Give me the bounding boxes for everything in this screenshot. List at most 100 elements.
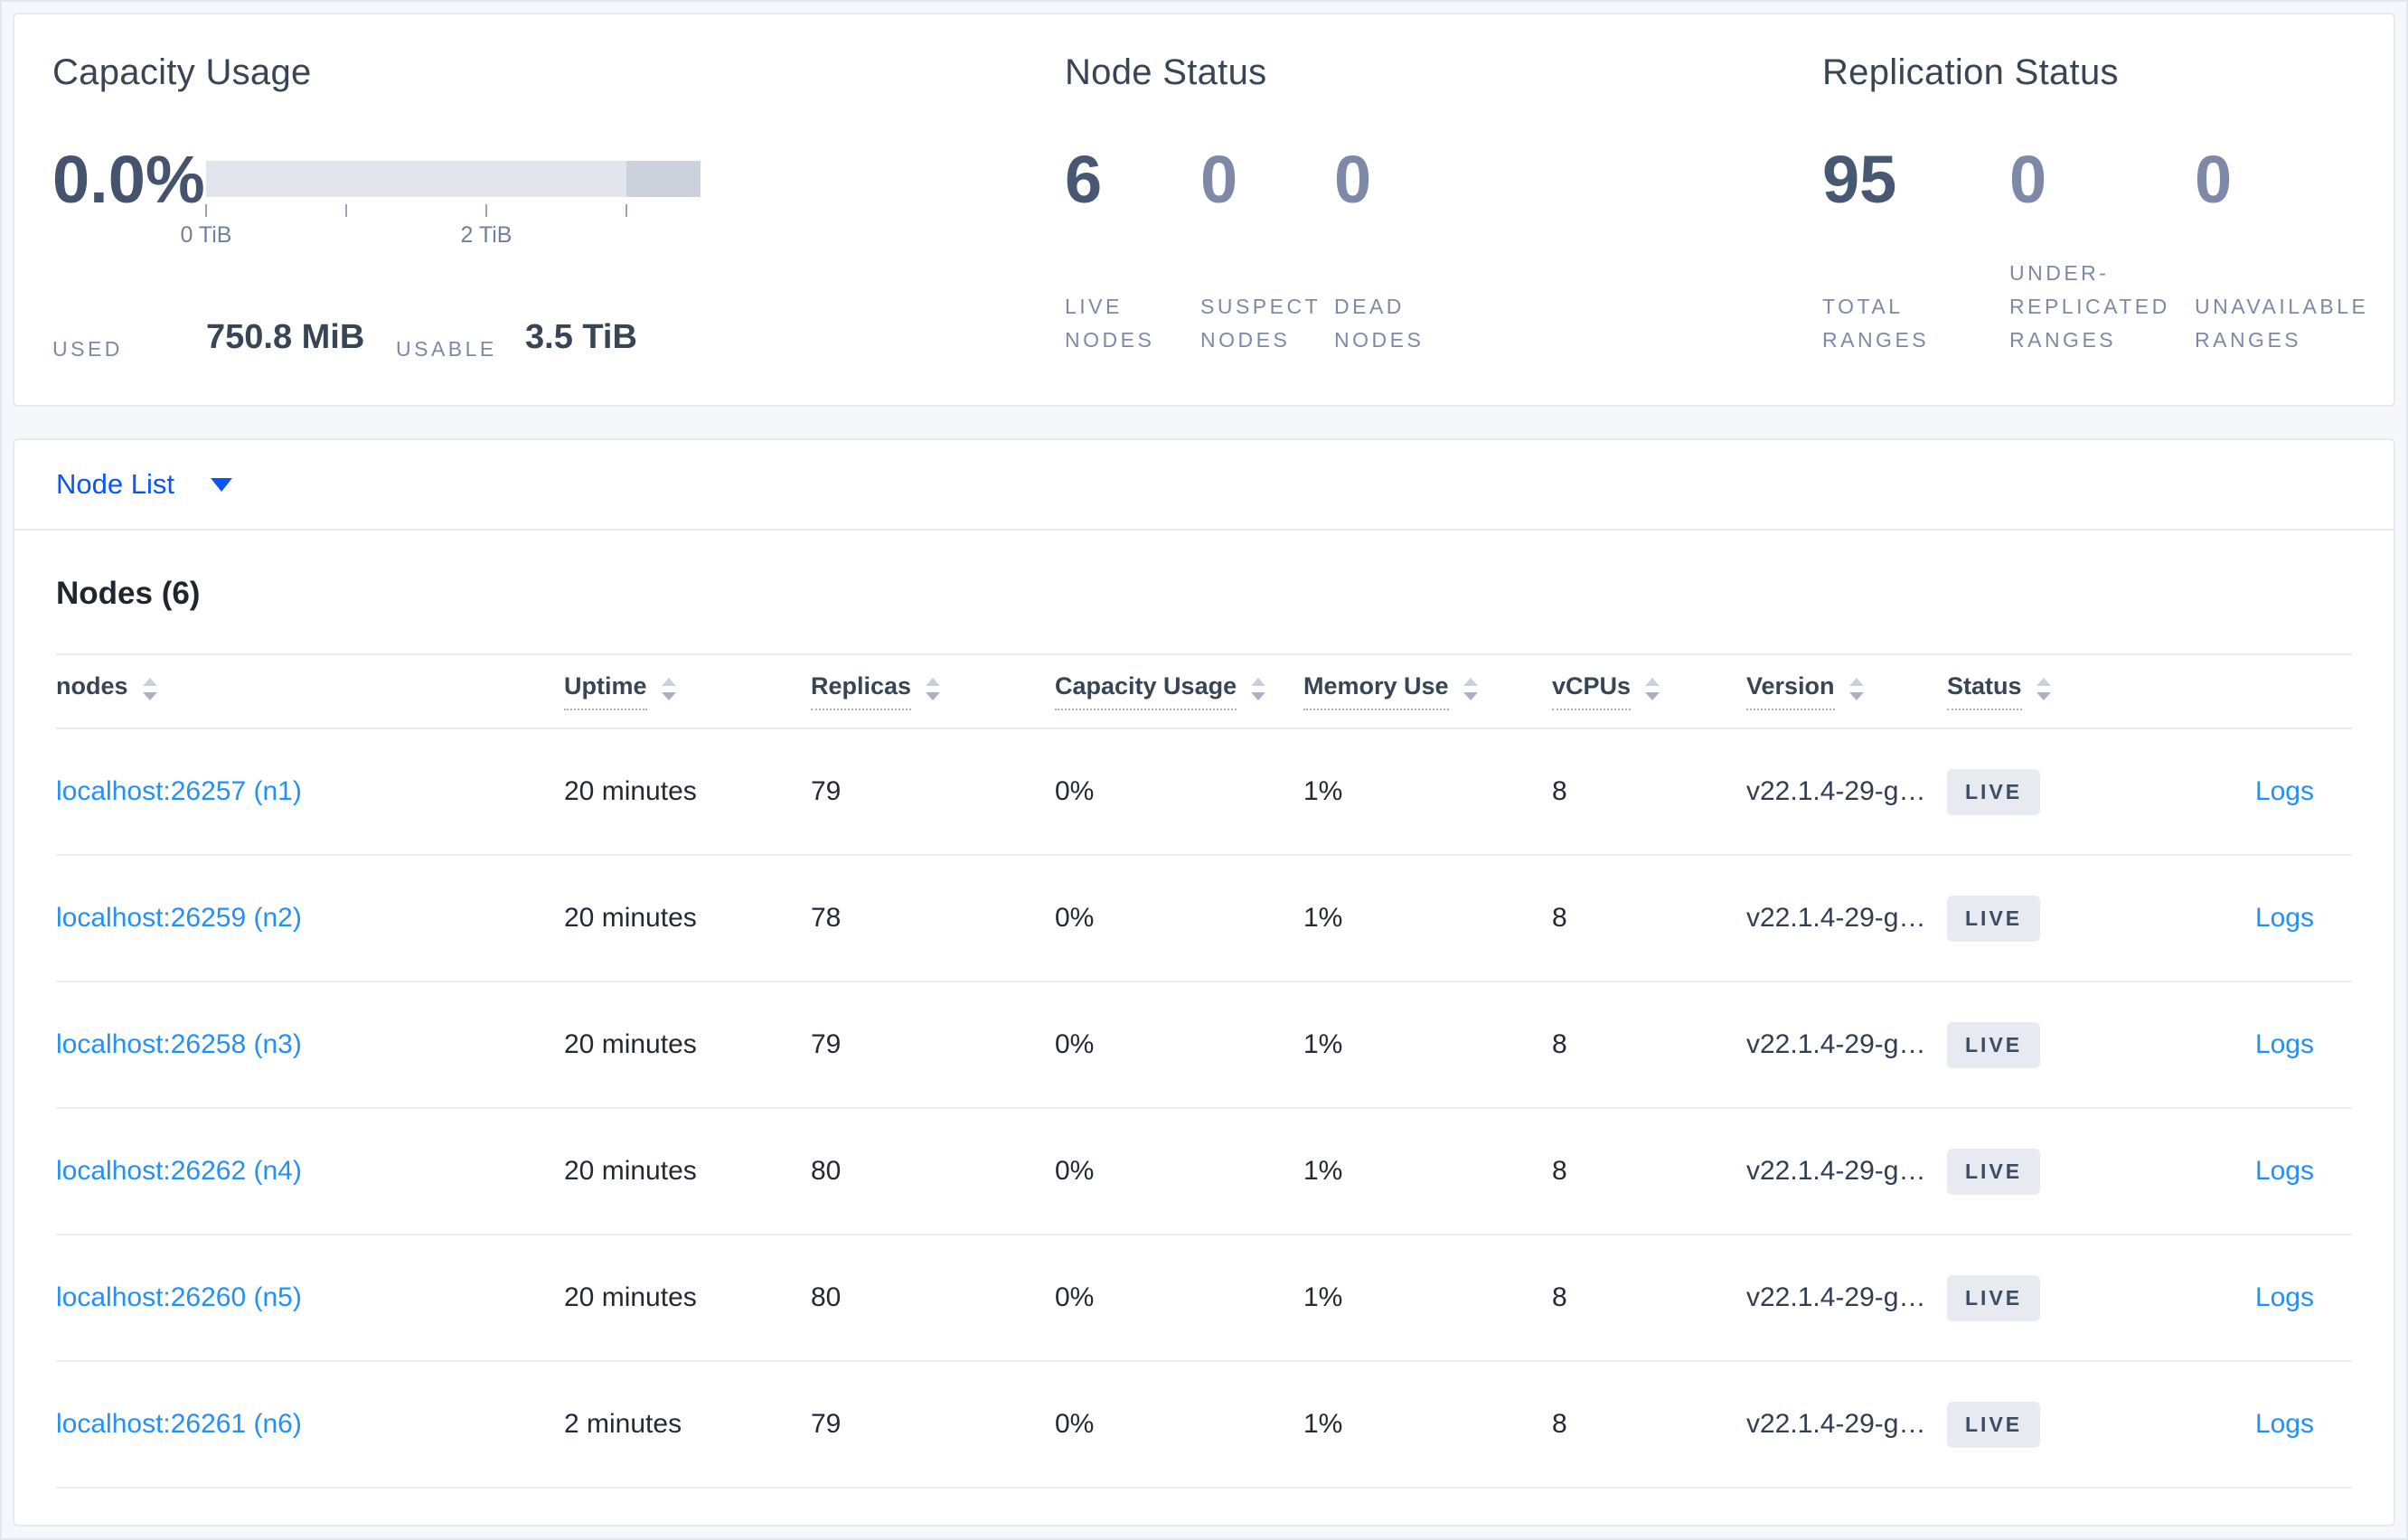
node-list-panel: Node List Nodes (6) nodes Uptime Replica… xyxy=(13,438,2395,1526)
usable-label: USABLE xyxy=(396,337,497,361)
node-status-title: Node Status xyxy=(1065,52,1267,92)
logs-link[interactable]: Logs xyxy=(2254,1409,2314,1439)
sort-icon xyxy=(926,677,941,706)
sort-icon xyxy=(2036,677,2051,706)
memory-cell: 1% xyxy=(1303,1282,1343,1312)
memory-cell: 1% xyxy=(1303,776,1343,806)
column-header-replicas[interactable]: Replicas xyxy=(811,672,1055,710)
memory-cell: 1% xyxy=(1303,1409,1343,1439)
column-header-version[interactable]: Version xyxy=(1746,672,1947,710)
divider xyxy=(56,653,2352,655)
replication-status-card: Replication Status 95 0 0 TOTAL RANGES U… xyxy=(1822,14,2383,405)
uptime-cell: 20 minutes xyxy=(564,776,697,806)
node-link[interactable]: localhost:26261 (n6) xyxy=(56,1409,302,1439)
cluster-summary-panel: Capacity Usage 0.0% 0 TiB 2 TiB USED 750… xyxy=(13,13,2395,407)
logs-link[interactable]: Logs xyxy=(2254,1282,2314,1312)
column-header-memory-use[interactable]: Memory Use xyxy=(1303,672,1552,710)
uptime-cell: 20 minutes xyxy=(564,1029,697,1059)
capacity-bar-reserved-segment xyxy=(626,161,701,197)
dead-nodes-label: DEAD NODES xyxy=(1334,295,1425,352)
column-header-vcpus[interactable]: vCPUs xyxy=(1552,672,1746,710)
version-cell: v22.1.4-29-g… xyxy=(1746,1156,1926,1186)
node-link[interactable]: localhost:26257 (n1) xyxy=(56,776,302,806)
logs-link[interactable]: Logs xyxy=(2254,776,2314,806)
live-nodes-count: 6 xyxy=(1065,142,1103,217)
sort-icon xyxy=(1251,677,1266,706)
view-selector-bar: Node List xyxy=(14,440,2394,531)
column-header-nodes[interactable]: nodes xyxy=(56,672,564,710)
capacity-bar xyxy=(206,161,701,197)
vcpus-cell: 8 xyxy=(1552,1282,1567,1312)
logs-link[interactable]: Logs xyxy=(2254,1029,2314,1059)
capacity-cell: 0% xyxy=(1055,776,1095,806)
nodes-heading: Nodes (6) xyxy=(56,576,201,611)
capacity-cell: 0% xyxy=(1055,1409,1095,1439)
axis-tick xyxy=(485,204,487,217)
unavailable-ranges-label: UNAVAILABLE RANGES xyxy=(2195,295,2369,352)
nodes-table-header: nodes Uptime Replicas Capacity Usage Mem… xyxy=(56,655,2352,729)
replicas-cell: 78 xyxy=(811,903,842,933)
uptime-cell: 20 minutes xyxy=(564,1282,697,1312)
node-link[interactable]: localhost:26259 (n2) xyxy=(56,903,302,933)
table-row: localhost:26261 (n6) 2 minutes 79 0% 1% … xyxy=(56,1362,2352,1488)
logs-link[interactable]: Logs xyxy=(2254,1156,2314,1186)
version-cell: v22.1.4-29-g… xyxy=(1746,1409,1926,1439)
capacity-percent: 0.0% xyxy=(52,142,205,217)
capacity-cell: 0% xyxy=(1055,1282,1095,1312)
node-status-card: Node Status 6 0 0 LIVE NODES SUSPECT NOD… xyxy=(1065,14,1571,405)
suspect-nodes-count: 0 xyxy=(1200,142,1238,217)
live-nodes-label: LIVE NODES xyxy=(1065,295,1155,352)
column-header-capacity-usage[interactable]: Capacity Usage xyxy=(1055,672,1303,710)
table-row: localhost:26262 (n4) 20 minutes 80 0% 1%… xyxy=(56,1109,2352,1235)
replicas-cell: 79 xyxy=(811,776,842,806)
axis-tick xyxy=(626,204,627,217)
memory-cell: 1% xyxy=(1303,903,1343,933)
total-ranges-label: TOTAL RANGES xyxy=(1822,295,1930,352)
table-row: localhost:26258 (n3) 20 minutes 79 0% 1%… xyxy=(56,982,2352,1109)
uptime-cell: 20 minutes xyxy=(564,903,697,933)
capacity-stats: USED 750.8 MiB USABLE 3.5 TiB xyxy=(52,14,757,405)
table-row: localhost:26259 (n2) 20 minutes 78 0% 1%… xyxy=(56,856,2352,982)
axis-tick xyxy=(345,204,347,217)
logs-link[interactable]: Logs xyxy=(2254,903,2314,933)
axis-tick-label: 0 TiB xyxy=(180,222,232,248)
capacity-cell: 0% xyxy=(1055,1029,1095,1059)
under-replicated-ranges-count: 0 xyxy=(2009,142,2047,217)
node-link[interactable]: localhost:26262 (n4) xyxy=(56,1156,302,1186)
node-link[interactable]: localhost:26260 (n5) xyxy=(56,1282,302,1312)
chevron-down-icon xyxy=(210,477,232,492)
status-badge: LIVE xyxy=(1947,768,2041,815)
column-header-status[interactable]: Status xyxy=(1947,672,2178,710)
dead-nodes-count: 0 xyxy=(1334,142,1372,217)
status-badge: LIVE xyxy=(1947,895,2041,942)
sort-icon xyxy=(1645,677,1660,706)
under-replicated-ranges-label: UNDER-REPLICATED RANGES xyxy=(2009,261,2170,352)
memory-cell: 1% xyxy=(1303,1156,1343,1186)
sort-icon xyxy=(1463,677,1478,706)
suspect-nodes-label: SUSPECT NODES xyxy=(1200,295,1321,352)
capacity-usage-card: Capacity Usage 0.0% 0 TiB 2 TiB USED 750… xyxy=(52,14,757,405)
sort-icon xyxy=(1848,677,1864,706)
sort-icon xyxy=(661,677,676,706)
version-cell: v22.1.4-29-g… xyxy=(1746,1029,1926,1059)
sort-icon xyxy=(142,677,157,706)
vcpus-cell: 8 xyxy=(1552,1156,1567,1186)
node-list-dropdown[interactable]: Node List xyxy=(56,468,232,501)
capacity-cell: 0% xyxy=(1055,1156,1095,1186)
node-list-dropdown-label: Node List xyxy=(56,468,174,500)
version-cell: v22.1.4-29-g… xyxy=(1746,1282,1926,1312)
replicas-cell: 79 xyxy=(811,1409,842,1439)
axis-tick-label: 2 TiB xyxy=(460,222,513,248)
node-link[interactable]: localhost:26258 (n3) xyxy=(56,1029,302,1059)
version-cell: v22.1.4-29-g… xyxy=(1746,903,1926,933)
used-label: USED xyxy=(52,337,123,361)
used-value: 750.8 MiB xyxy=(206,318,365,356)
column-header-uptime[interactable]: Uptime xyxy=(564,672,811,710)
nodes-table-section: Nodes (6) nodes Uptime Replicas Capacity… xyxy=(14,576,2394,1488)
usable-value: 3.5 TiB xyxy=(525,318,637,356)
vcpus-cell: 8 xyxy=(1552,1029,1567,1059)
axis-tick xyxy=(205,204,207,217)
status-badge: LIVE xyxy=(1947,1021,2041,1068)
uptime-cell: 2 minutes xyxy=(564,1409,682,1439)
